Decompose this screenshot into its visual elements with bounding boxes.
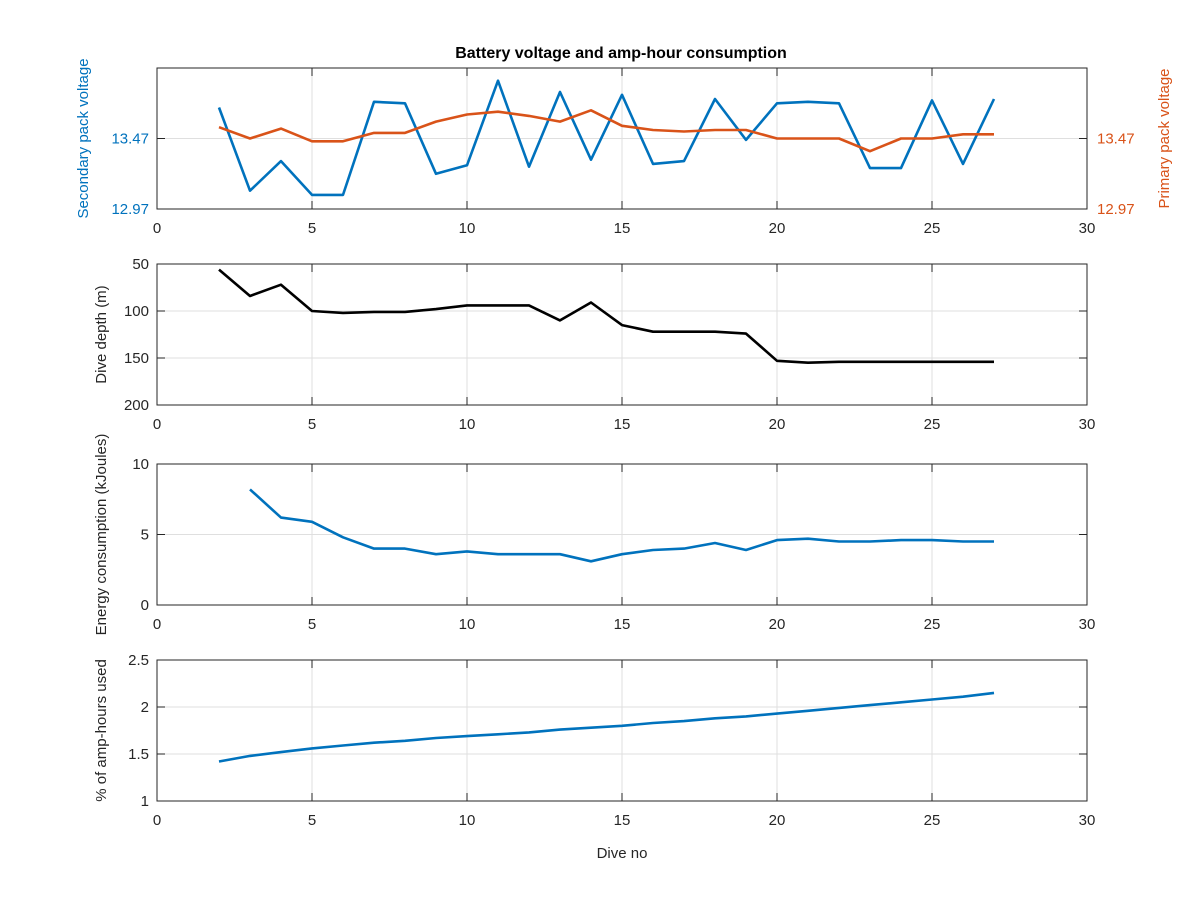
x-tick-label: 15 <box>614 616 631 633</box>
chart-title: Battery voltage and amp-hour consumption <box>455 45 787 62</box>
x-tick-label: 10 <box>459 616 476 633</box>
x-tick-label: 15 <box>614 220 631 237</box>
x-tick-label: 25 <box>924 220 941 237</box>
y-axis-right-label: Primary pack voltage <box>1156 68 1173 208</box>
panels: 0 5 10 15 20 25 3012.9713.4712.9713.47Secondar… <box>75 58 1173 862</box>
y-tick-label: 2 <box>141 699 149 716</box>
y-tick-label: 12.97 <box>111 201 149 218</box>
x-tick-label: 20 <box>769 812 786 829</box>
panel-1: 0 5 10 15 20 25 3012.9713.4712.9713.47Secondar… <box>75 58 1173 237</box>
series-line-energy <box>249 488 994 563</box>
x-tick-label: 10 <box>459 416 476 433</box>
y-tick-label: 0 <box>141 597 149 614</box>
panel-4: 0 5 10 15 20 25 30 1 1.5 2 2.5 % of amp-hours used D… <box>93 652 1095 862</box>
x-tick-label: 30 <box>1079 220 1096 237</box>
x-tick-label: 25 <box>924 416 941 433</box>
y-tick-label: 1.5 <box>128 746 149 763</box>
x-tick-label: 20 <box>769 616 786 633</box>
x-axis-label: Dive no <box>597 845 648 862</box>
y-tick-label: 5 <box>141 527 149 544</box>
x-tick-label: 0 <box>153 812 161 829</box>
x-tick-label: 5 <box>308 616 316 633</box>
y-tick-label: 2.5 <box>128 652 149 669</box>
y-axis-label: % of amp-hours used <box>93 659 110 802</box>
y-tick-label: 50 <box>132 256 149 273</box>
x-tick-label: 0 <box>153 616 161 633</box>
series-line-amphours <box>218 691 995 763</box>
x-tick-label: 30 <box>1079 616 1096 633</box>
x-tick-label: 5 <box>308 416 316 433</box>
series-line-depth <box>218 268 994 365</box>
x-tick-label: 25 <box>924 616 941 633</box>
panel-3: 0 5 10 15 20 25 30 0 5 10 Energy consumption (kJou… <box>93 434 1095 636</box>
y-tick-label: 1 <box>141 793 149 810</box>
y-axis-label: Secondary pack voltage <box>75 58 92 218</box>
y-tick-label: 13.47 <box>111 131 149 148</box>
y-tick-label: 10 <box>132 456 149 473</box>
panel-2: 0 5 10 15 20 25 30 50 100 150 200 Dive depth (m) <box>93 256 1095 433</box>
y-axis-label: Dive depth (m) <box>93 285 110 383</box>
x-tick-label: 5 <box>308 220 316 237</box>
series-line-primary <box>218 109 994 153</box>
x-tick-label: 20 <box>769 416 786 433</box>
x-tick-label: 30 <box>1079 416 1096 433</box>
y-right-tick-label: 12.97 <box>1097 201 1135 218</box>
x-tick-label: 0 <box>153 416 161 433</box>
y-axis-label: Energy consumption (kJoules) <box>93 434 110 636</box>
series-line-secondary <box>217 79 996 197</box>
x-tick-label: 20 <box>769 220 786 237</box>
y-right-tick-label: 13.47 <box>1097 131 1135 148</box>
y-tick-label: 150 <box>124 350 149 367</box>
x-tick-label: 15 <box>614 416 631 433</box>
x-tick-label: 10 <box>459 220 476 237</box>
x-tick-label: 25 <box>924 812 941 829</box>
y-tick-label: 100 <box>124 303 149 320</box>
y-tick-label: 200 <box>124 397 149 414</box>
x-tick-label: 10 <box>459 812 476 829</box>
x-tick-label: 15 <box>614 812 631 829</box>
x-tick-label: 5 <box>308 812 316 829</box>
x-tick-label: 0 <box>153 220 161 237</box>
x-tick-label: 30 <box>1079 812 1096 829</box>
